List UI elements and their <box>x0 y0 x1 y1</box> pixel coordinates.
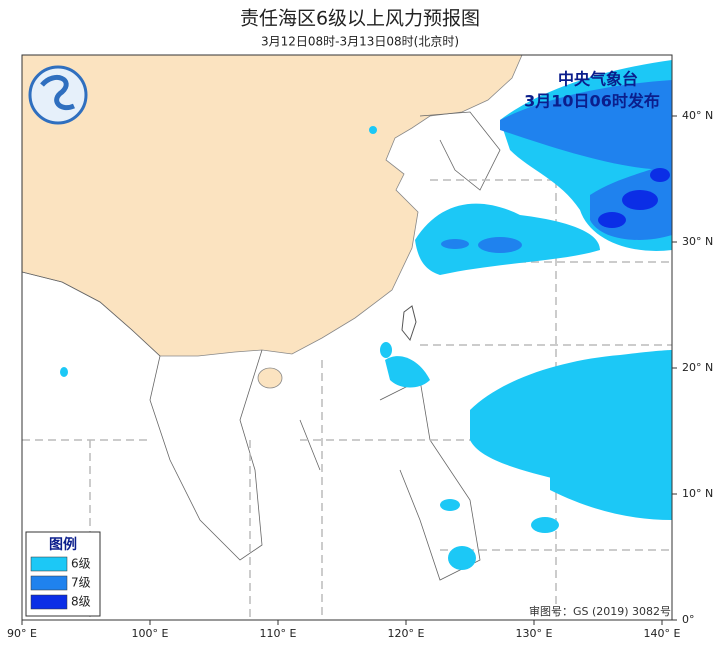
legend-swatch <box>30 575 68 591</box>
legend-title: 图例 <box>49 536 77 553</box>
taiwan <box>401 305 417 342</box>
lon-tick-label: 130° E <box>516 627 553 640</box>
lon-tick-label: 100° E <box>132 627 169 640</box>
issuer-name: 中央气象台 <box>558 70 638 89</box>
map-body <box>21 54 673 621</box>
legend-label: 8级 <box>71 595 91 609</box>
coastline <box>21 111 501 581</box>
lat-tick-label: 40° N <box>682 109 713 122</box>
lat-tick-label: 10° N <box>682 487 713 500</box>
lat-tick-label: 30° N <box>682 235 713 248</box>
legend-swatch <box>30 556 68 572</box>
legend-swatch <box>30 594 68 610</box>
lon-tick-label: 140° E <box>644 627 681 640</box>
lon-tick-label: 120° E <box>388 627 425 640</box>
lon-tick-label: 110° E <box>260 627 297 640</box>
wind-8 <box>598 168 670 228</box>
subtitle: 3月12日08时-3月13日08时(北京时) <box>261 35 459 49</box>
lon-tick-label: 90° E <box>7 627 37 640</box>
issue-time: 3月10日06时发布 <box>524 92 660 111</box>
approval-number: 审图号：GS (2019) 3082号 <box>529 604 671 618</box>
legend-label: 7级 <box>71 576 91 590</box>
lat-tick-label: 0° <box>682 613 695 626</box>
legend-label: 6级 <box>71 557 91 571</box>
hainan <box>257 367 283 389</box>
logo <box>28 65 88 125</box>
title: 责任海区6级以上风力预报图 <box>240 8 480 30</box>
lat-tick-label: 20° N <box>682 361 713 374</box>
map-frame <box>21 54 673 621</box>
